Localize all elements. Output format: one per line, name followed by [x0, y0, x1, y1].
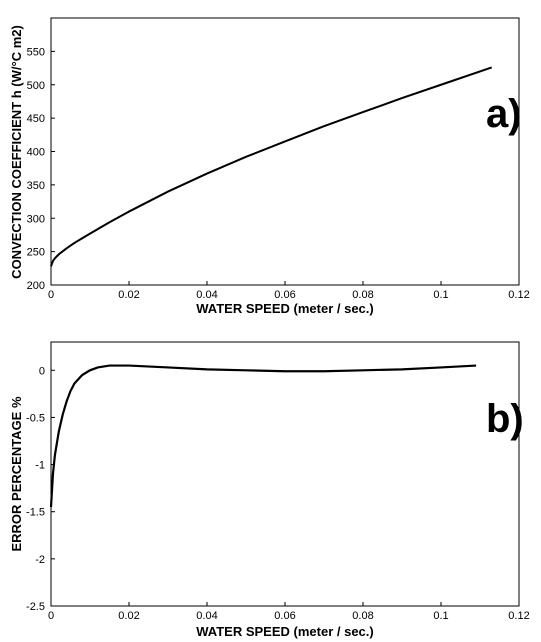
plot-frame-b [50, 341, 520, 607]
y-tick-label: 550 [27, 46, 45, 58]
y-tick-label: -0.5 [26, 412, 45, 424]
x-tick-label: 0.06 [274, 289, 295, 301]
x-tick-label: 0.12 [508, 610, 529, 622]
x-tick-label: 0.1 [433, 610, 448, 622]
y-tick-label: 350 [27, 180, 45, 192]
x-tick-label: 0 [48, 610, 54, 622]
y-tick-label: 300 [27, 213, 45, 225]
panel-label-a: a) [486, 92, 522, 136]
x-tick-label: 0.08 [352, 289, 373, 301]
x-tick-label: 0.04 [196, 610, 217, 622]
y-axis-label-b: ERROR PERCENTAGE % [9, 396, 24, 551]
x-tick-label: 0.12 [508, 289, 529, 301]
x-ticks-b: 0 0.02 0.04 0.06 0.08 0.1 0.12 [48, 602, 530, 622]
panel-label-b: b) [486, 397, 524, 441]
x-axis-label-a: WATER SPEED (meter / sec.) [196, 301, 373, 316]
x-tick-label: 0.08 [352, 610, 373, 622]
y-tick-label: -2.5 [26, 601, 45, 613]
x-tick-label: 0.04 [196, 289, 217, 301]
x-tick-label: 0 [48, 289, 54, 301]
y-tick-label: 250 [27, 247, 45, 259]
x-tick-label: 0.02 [118, 610, 139, 622]
x-tick-label: 0.02 [118, 289, 139, 301]
y-tick-label: 500 [27, 80, 45, 92]
y-axis-label-a: CONVECTION COEFFICIENT h (W/°C m2) [9, 25, 24, 279]
y-tick-label: 450 [27, 113, 45, 125]
x-axis-label-b: WATER SPEED (meter / sec.) [196, 624, 373, 639]
y-tick-label: 400 [27, 147, 45, 159]
y-tick-label: -1.5 [26, 507, 45, 519]
panel-a: 0 0.02 0.04 0.06 0.08 0.1 0.12 200 250 300 350 400… [9, 17, 530, 316]
y-ticks-b: -2.5 -2 -1.5 -1 -0.5 0 [26, 365, 55, 613]
y-tick-label: 0 [39, 365, 45, 377]
y-tick-label: -2 [35, 554, 45, 566]
y-tick-label: 200 [27, 280, 45, 292]
x-ticks-a: 0 0.02 0.04 0.06 0.08 0.1 0.12 [48, 281, 530, 301]
x-tick-label: 0.1 [433, 289, 448, 301]
y-ticks-a: 200 250 300 350 400 450 500 550 [27, 46, 55, 292]
x-tick-label: 0.06 [274, 610, 295, 622]
panel-b: 0 0.02 0.04 0.06 0.08 0.1 0.12 -2.5 -2 -1.5 -1 -0.… [9, 341, 530, 639]
plot-frame-a [50, 17, 520, 286]
series-line-a [50, 66, 493, 267]
series-line-b [49, 364, 477, 508]
y-tick-label: -1 [35, 460, 45, 472]
